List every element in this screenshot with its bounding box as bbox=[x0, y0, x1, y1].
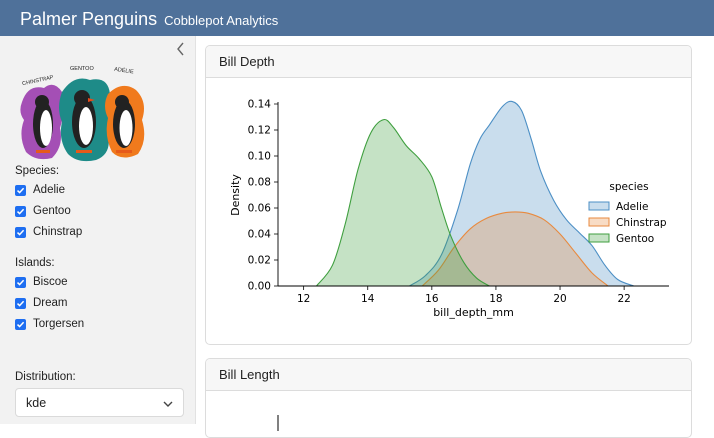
island-label-biscoe: Biscoe bbox=[33, 276, 68, 288]
y-tick-label: 0.04 bbox=[248, 229, 272, 241]
density-line-gentoo bbox=[316, 118, 490, 287]
y-tick-label: 0.12 bbox=[248, 125, 271, 137]
island-label-torgersen: Torgersen bbox=[33, 318, 85, 330]
card-title: Bill Length bbox=[206, 359, 691, 391]
legend-label-adelie: Adelie bbox=[616, 201, 648, 213]
island-checkbox-torgersen[interactable]: Torgersen bbox=[15, 316, 84, 332]
x-tick-label: 18 bbox=[489, 293, 502, 305]
app-header: Palmer Penguins Cobblepot Analytics bbox=[0, 0, 714, 36]
app-subtitle: Cobblepot Analytics bbox=[164, 13, 279, 28]
island-checkbox-dream[interactable]: Dream bbox=[15, 295, 68, 311]
checkbox-checked-icon[interactable] bbox=[15, 205, 26, 217]
distribution-select[interactable]: kde bbox=[15, 388, 184, 417]
chevron-left-icon[interactable] bbox=[174, 42, 188, 60]
legend-swatch-adelie bbox=[588, 201, 610, 211]
legend-swatch-chinstrap bbox=[588, 217, 610, 227]
distribution-label: Distribution: bbox=[15, 371, 76, 383]
x-axis-label: bill_depth_mm bbox=[433, 306, 514, 319]
checkbox-checked-icon[interactable] bbox=[15, 318, 26, 330]
bill-length-card: Bill Length bbox=[205, 358, 692, 438]
y-tick-label: 0.00 bbox=[248, 281, 271, 293]
x-tick-label: 22 bbox=[617, 293, 630, 305]
island-checkbox-biscoe[interactable]: Biscoe bbox=[15, 274, 68, 290]
legend-label-chinstrap: Chinstrap bbox=[616, 217, 667, 229]
checkbox-checked-icon[interactable] bbox=[15, 226, 26, 238]
density-line-chinstrap bbox=[421, 211, 609, 287]
species-checkbox-gentoo[interactable]: Gentoo bbox=[15, 203, 71, 219]
species-label-adelie: Adelie bbox=[33, 184, 65, 196]
y-axis-label: Density bbox=[229, 174, 242, 216]
logo-text-gentoo: GENTOO bbox=[70, 66, 94, 72]
species-label: Species: bbox=[15, 165, 60, 177]
legend-title: species bbox=[609, 181, 648, 193]
x-tick-label: 16 bbox=[425, 293, 439, 305]
y-tick-label: 0.02 bbox=[248, 255, 271, 267]
x-tick-label: 20 bbox=[553, 293, 566, 305]
chevron-down-icon bbox=[163, 396, 173, 410]
sidebar: CHINSTRAP GENTOO ADÉLIE Species: Adelie … bbox=[0, 36, 196, 424]
island-label-dream: Dream bbox=[33, 297, 68, 309]
density-line-adelie bbox=[409, 100, 634, 287]
y-tick-label: 0.08 bbox=[248, 177, 271, 189]
distribution-value: kde bbox=[26, 395, 47, 410]
legend-label-gentoo: Gentoo bbox=[616, 233, 654, 245]
y-tick-label: 0.06 bbox=[248, 203, 272, 215]
y-tick-label: 0.14 bbox=[248, 99, 272, 111]
species-checkbox-chinstrap[interactable]: Chinstrap bbox=[15, 224, 82, 240]
legend-swatch-gentoo bbox=[588, 233, 610, 243]
y-tick-label: 0.10 bbox=[248, 151, 271, 163]
checkbox-checked-icon[interactable] bbox=[15, 184, 26, 196]
card-title: Bill Depth bbox=[206, 46, 691, 78]
penguins-logo: CHINSTRAP GENTOO ADÉLIE bbox=[18, 62, 148, 174]
bill-length-chart bbox=[277, 415, 279, 431]
species-label-chinstrap: Chinstrap bbox=[33, 226, 83, 238]
density-area-gentoo bbox=[316, 119, 490, 286]
checkbox-checked-icon[interactable] bbox=[15, 297, 26, 309]
kde-chart: 0.00 0.02 0.04 0.06 0.08 0.10 0.12 0.14 12 14 16 18… bbox=[229, 99, 669, 319]
app-title: Palmer Penguins bbox=[20, 9, 158, 29]
species-checkbox-adelie[interactable]: Adelie bbox=[15, 182, 65, 198]
density-area-adelie bbox=[409, 101, 634, 286]
islands-label: Islands: bbox=[15, 257, 55, 269]
x-tick-label: 12 bbox=[297, 293, 310, 305]
bill-depth-card: Bill Depth 0.00 0.02 0.04 0.06 0.08 0.10 0.12 0… bbox=[205, 45, 692, 345]
x-tick-label: 14 bbox=[361, 293, 375, 305]
species-label-gentoo: Gentoo bbox=[33, 205, 71, 217]
checkbox-checked-icon[interactable] bbox=[15, 276, 26, 288]
